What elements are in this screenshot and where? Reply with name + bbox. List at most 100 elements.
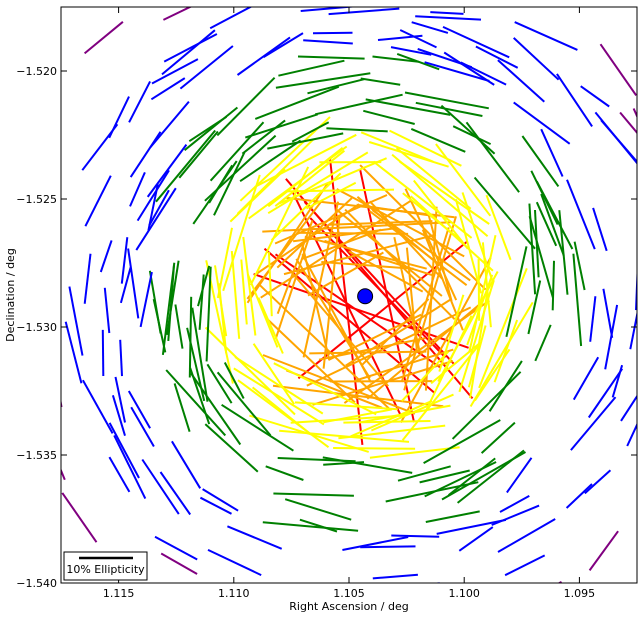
shear-stick — [190, 297, 191, 378]
shear-stick — [27, 234, 34, 282]
shear-stick — [163, 4, 196, 20]
shear-stick — [207, 267, 211, 362]
shear-stick — [581, 86, 610, 106]
shear-stick — [639, 404, 644, 445]
shear-stick — [553, 261, 554, 311]
shear-stick — [412, 22, 448, 33]
shear-stick — [120, 340, 122, 376]
shear-stick — [621, 361, 644, 421]
y-tick-label: −1.520 — [16, 65, 57, 78]
shear-stick — [141, 272, 152, 327]
shear-stick — [114, 435, 145, 498]
shear-stick — [230, 169, 285, 221]
shear-stick — [155, 537, 197, 560]
shear-stick — [397, 148, 471, 209]
shear-stick — [391, 536, 439, 537]
shear-stick — [269, 252, 272, 316]
shear-stick — [627, 380, 644, 446]
shear-stick — [150, 271, 161, 334]
shear-stick — [557, 74, 592, 127]
shear-stick — [437, 520, 506, 534]
shear-stick — [514, 582, 562, 610]
shear-stick — [505, 555, 545, 575]
shear-stick — [443, 27, 509, 57]
center-marker-layer — [358, 289, 373, 304]
shear-stick — [130, 172, 145, 206]
shear-stick — [323, 457, 412, 473]
shear-stick — [54, 362, 62, 407]
shear-stick — [405, 93, 489, 109]
shear-stick — [444, 53, 494, 85]
shear-stick — [515, 22, 578, 50]
shear-stick — [62, 493, 96, 542]
x-axis-label: Right Ascension / deg — [289, 600, 408, 613]
shear-stick — [390, 583, 439, 588]
shear-stick — [208, 550, 261, 575]
shear-stick — [535, 325, 550, 361]
shear-stick — [479, 608, 535, 619]
shear-stick — [296, 233, 408, 234]
shear-stick — [85, 176, 110, 227]
shear-stick — [426, 511, 480, 522]
shear-stick — [595, 112, 640, 167]
shear-stick — [590, 296, 595, 342]
shear-stick — [514, 38, 559, 80]
shear-stick — [449, 458, 496, 495]
legend-label: 10% Ellipticity — [66, 563, 145, 576]
shear-stick — [342, 537, 408, 550]
x-tick-label: 1.115 — [103, 587, 135, 600]
shear-stick — [379, 586, 440, 589]
shear-stick — [292, 122, 329, 141]
shear-stick — [105, 288, 110, 333]
shear-stick — [398, 466, 451, 480]
shear-stick — [479, 259, 480, 321]
shear-stick — [298, 57, 365, 59]
y-tick-label: −1.540 — [16, 577, 57, 590]
shear-stick — [128, 249, 138, 319]
shear-stick — [326, 128, 387, 131]
shear-stick — [567, 180, 595, 249]
shear-stick — [156, 131, 215, 202]
shear-stick — [605, 305, 617, 369]
shear-stick — [82, 124, 117, 170]
shear-stick — [400, 30, 436, 47]
shear-stick — [415, 16, 481, 19]
shear-stick — [266, 466, 304, 480]
shear-stick — [373, 575, 418, 579]
shear-stick — [285, 499, 351, 520]
shear-stick — [459, 527, 493, 551]
shear-stick — [278, 61, 344, 76]
shear-stick — [131, 132, 161, 177]
shear-stick — [507, 458, 532, 493]
shear-stick — [329, 9, 400, 15]
shear-stick — [150, 102, 189, 148]
shear-stick — [567, 484, 592, 508]
shear-stick — [492, 506, 539, 525]
shear-stick — [103, 330, 104, 376]
shear-stick — [476, 47, 518, 68]
shear-stick — [83, 380, 113, 433]
shear-stick — [101, 240, 112, 272]
shear-stick — [498, 60, 544, 102]
x-tick-label: 1.095 — [564, 587, 596, 600]
y-tick-label: −1.525 — [16, 193, 57, 206]
shear-stick — [498, 519, 555, 552]
shear-stick — [571, 397, 616, 450]
shear-stick — [475, 178, 535, 249]
shear-stick — [85, 22, 123, 54]
y-tick-label: −1.535 — [16, 449, 57, 462]
x-tick-label: 1.110 — [218, 587, 250, 600]
shear-stick — [185, 108, 238, 151]
shear-stick — [361, 79, 401, 85]
shear-stick — [590, 531, 619, 570]
shear-stick — [500, 496, 529, 512]
shear-stick — [164, 34, 217, 62]
shear-stick — [634, 109, 644, 160]
x-tick-label: 1.100 — [448, 587, 480, 600]
shear-stick — [232, 251, 239, 339]
shear-stick — [214, 152, 244, 215]
shear-stick — [142, 460, 179, 515]
shear-stick — [264, 33, 304, 57]
